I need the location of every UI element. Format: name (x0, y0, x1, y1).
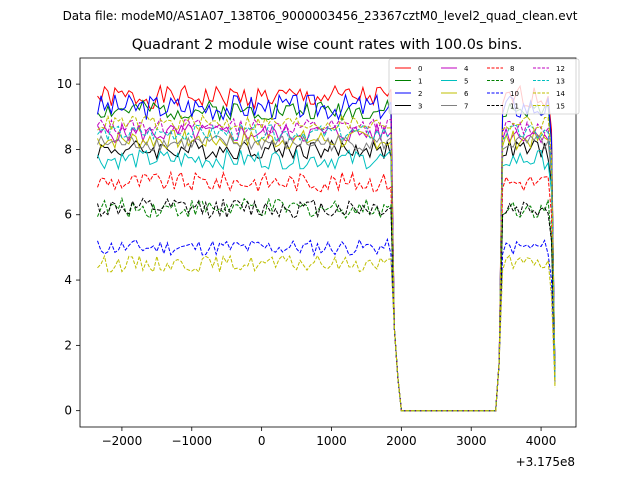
legend-label-5: 5 (464, 78, 468, 86)
x-axis-offset-label: +3.175e8 (516, 455, 575, 469)
series-line-14 (97, 254, 556, 412)
legend-label-4: 4 (464, 65, 469, 73)
series-line-12 (97, 117, 556, 412)
x-tick-label: 1000 (316, 434, 347, 448)
legend-label-6: 6 (464, 90, 469, 98)
x-tick-label: 4000 (526, 434, 557, 448)
series-line-9 (97, 196, 556, 412)
legend-label-3: 3 (418, 103, 422, 111)
series-line-7 (97, 134, 556, 412)
y-tick-label: 10 (57, 77, 72, 91)
legend-label-13: 13 (556, 78, 565, 86)
y-axis: 0 2 4 6 8 10 (57, 77, 80, 418)
series-line-2 (97, 92, 556, 412)
plot-area (79, 57, 577, 428)
legend-label-15: 15 (556, 103, 565, 111)
figure-suptitle: Data file: modeM0/AS1A07_138T06_90000034… (63, 9, 578, 23)
legend-label-10: 10 (510, 90, 519, 98)
legend-box (388, 58, 580, 115)
series-layer (97, 83, 556, 412)
x-axis: −2000 −1000 0 1000 2000 3000 4000 (102, 427, 557, 448)
axes-frame (79, 57, 577, 428)
y-tick-label: 6 (64, 208, 72, 222)
legend-label-12: 12 (556, 65, 565, 73)
y-tick-label: 8 (64, 142, 72, 156)
legend-label-8: 8 (510, 65, 514, 73)
legend-label-9: 9 (510, 78, 514, 86)
x-tick-label: 0 (258, 434, 266, 448)
series-line-13 (97, 123, 556, 412)
legend-label-2: 2 (418, 90, 422, 98)
y-tick-label: 0 (64, 404, 72, 418)
legend-label-14: 14 (556, 90, 565, 98)
series-line-4 (97, 121, 556, 412)
y-tick-label: 2 (64, 338, 72, 352)
x-tick-label: −1000 (171, 434, 212, 448)
series-line-8 (97, 170, 556, 412)
series-line-5 (97, 148, 556, 412)
x-tick-label: 2000 (386, 434, 417, 448)
series-line-11 (97, 197, 556, 412)
series-line-3 (97, 139, 556, 412)
series-line-6 (97, 128, 556, 412)
x-tick-label: −2000 (102, 434, 143, 448)
y-tick-label: 4 (64, 273, 72, 287)
legend-label-1: 1 (418, 78, 422, 86)
legend-label-11: 11 (510, 103, 519, 111)
series-line-1 (97, 98, 556, 412)
chart-title: Quadrant 2 module wise count rates with … (132, 37, 523, 53)
x-tick-label: 3000 (456, 434, 487, 448)
series-line-15 (97, 114, 556, 412)
legend-label-7: 7 (464, 103, 468, 111)
legend-label-0: 0 (418, 65, 422, 73)
